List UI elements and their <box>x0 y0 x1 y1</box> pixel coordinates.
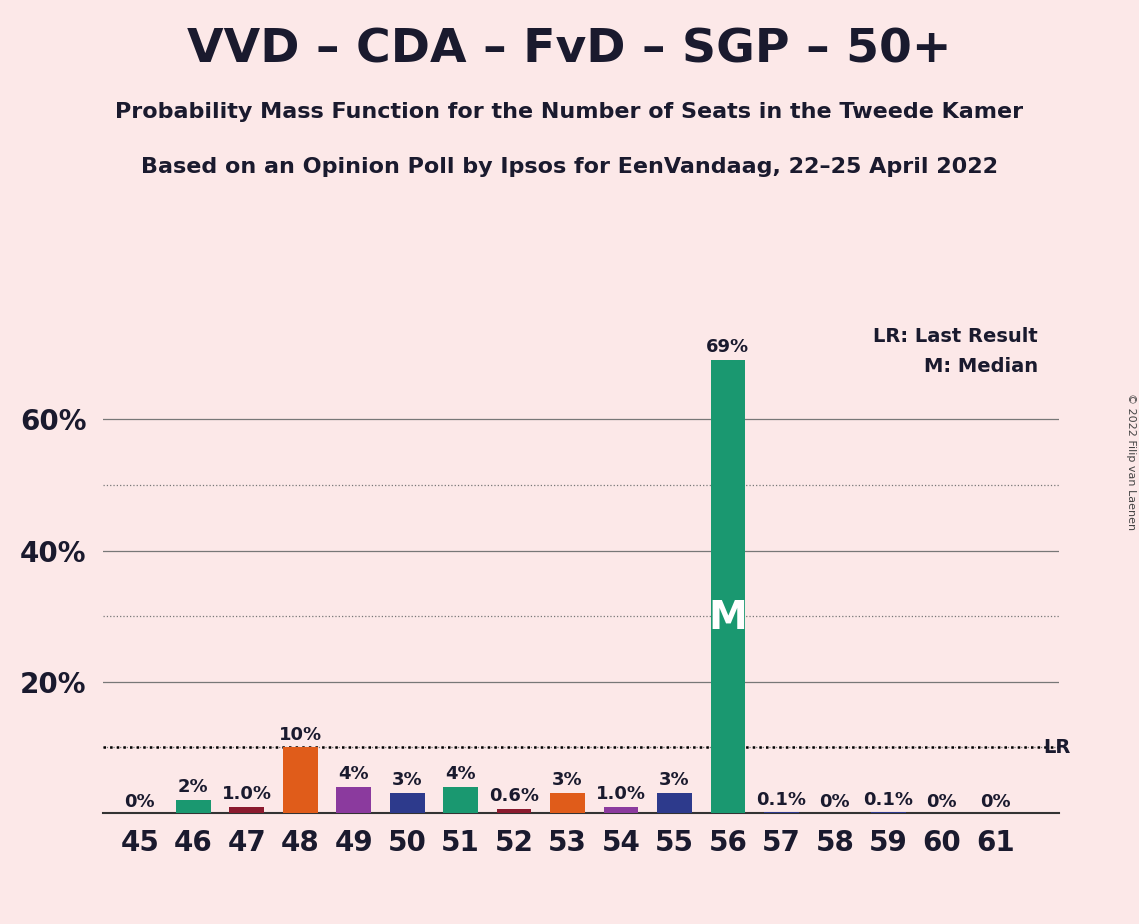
Text: 3%: 3% <box>392 772 423 789</box>
Bar <box>604 807 638 813</box>
Text: 10%: 10% <box>279 725 322 744</box>
Text: LR: Last Result: LR: Last Result <box>874 327 1038 346</box>
Bar <box>711 360 745 813</box>
Text: M: Median: M: Median <box>924 357 1038 376</box>
Text: Based on an Opinion Poll by Ipsos for EenVandaag, 22–25 April 2022: Based on an Opinion Poll by Ipsos for Ee… <box>141 157 998 177</box>
Text: 0.6%: 0.6% <box>489 787 539 805</box>
Text: Probability Mass Function for the Number of Seats in the Tweede Kamer: Probability Mass Function for the Number… <box>115 102 1024 122</box>
Text: 1.0%: 1.0% <box>596 784 646 803</box>
Text: 0%: 0% <box>124 793 155 811</box>
Text: 0.1%: 0.1% <box>863 791 913 808</box>
Text: 0%: 0% <box>980 793 1010 811</box>
Text: M: M <box>708 600 747 638</box>
Text: 2%: 2% <box>178 778 208 796</box>
Bar <box>550 794 585 813</box>
Text: 3%: 3% <box>552 772 583 789</box>
Text: 3%: 3% <box>659 772 690 789</box>
Text: 0.1%: 0.1% <box>756 791 806 808</box>
Text: 4%: 4% <box>445 765 476 783</box>
Text: 69%: 69% <box>706 338 749 356</box>
Bar <box>497 809 532 813</box>
Bar <box>229 807 264 813</box>
Bar <box>390 794 425 813</box>
Text: 0%: 0% <box>926 793 957 811</box>
Text: VVD – CDA – FvD – SGP – 50+: VVD – CDA – FvD – SGP – 50+ <box>187 28 952 73</box>
Bar <box>282 748 318 813</box>
Text: 4%: 4% <box>338 765 369 783</box>
Text: © 2022 Filip van Laenen: © 2022 Filip van Laenen <box>1126 394 1136 530</box>
Text: LR: LR <box>1043 738 1071 757</box>
Bar <box>177 800 211 813</box>
Bar <box>336 787 371 813</box>
Bar <box>657 794 691 813</box>
Text: 0%: 0% <box>819 793 850 811</box>
Bar <box>443 787 478 813</box>
Text: 1.0%: 1.0% <box>222 784 272 803</box>
